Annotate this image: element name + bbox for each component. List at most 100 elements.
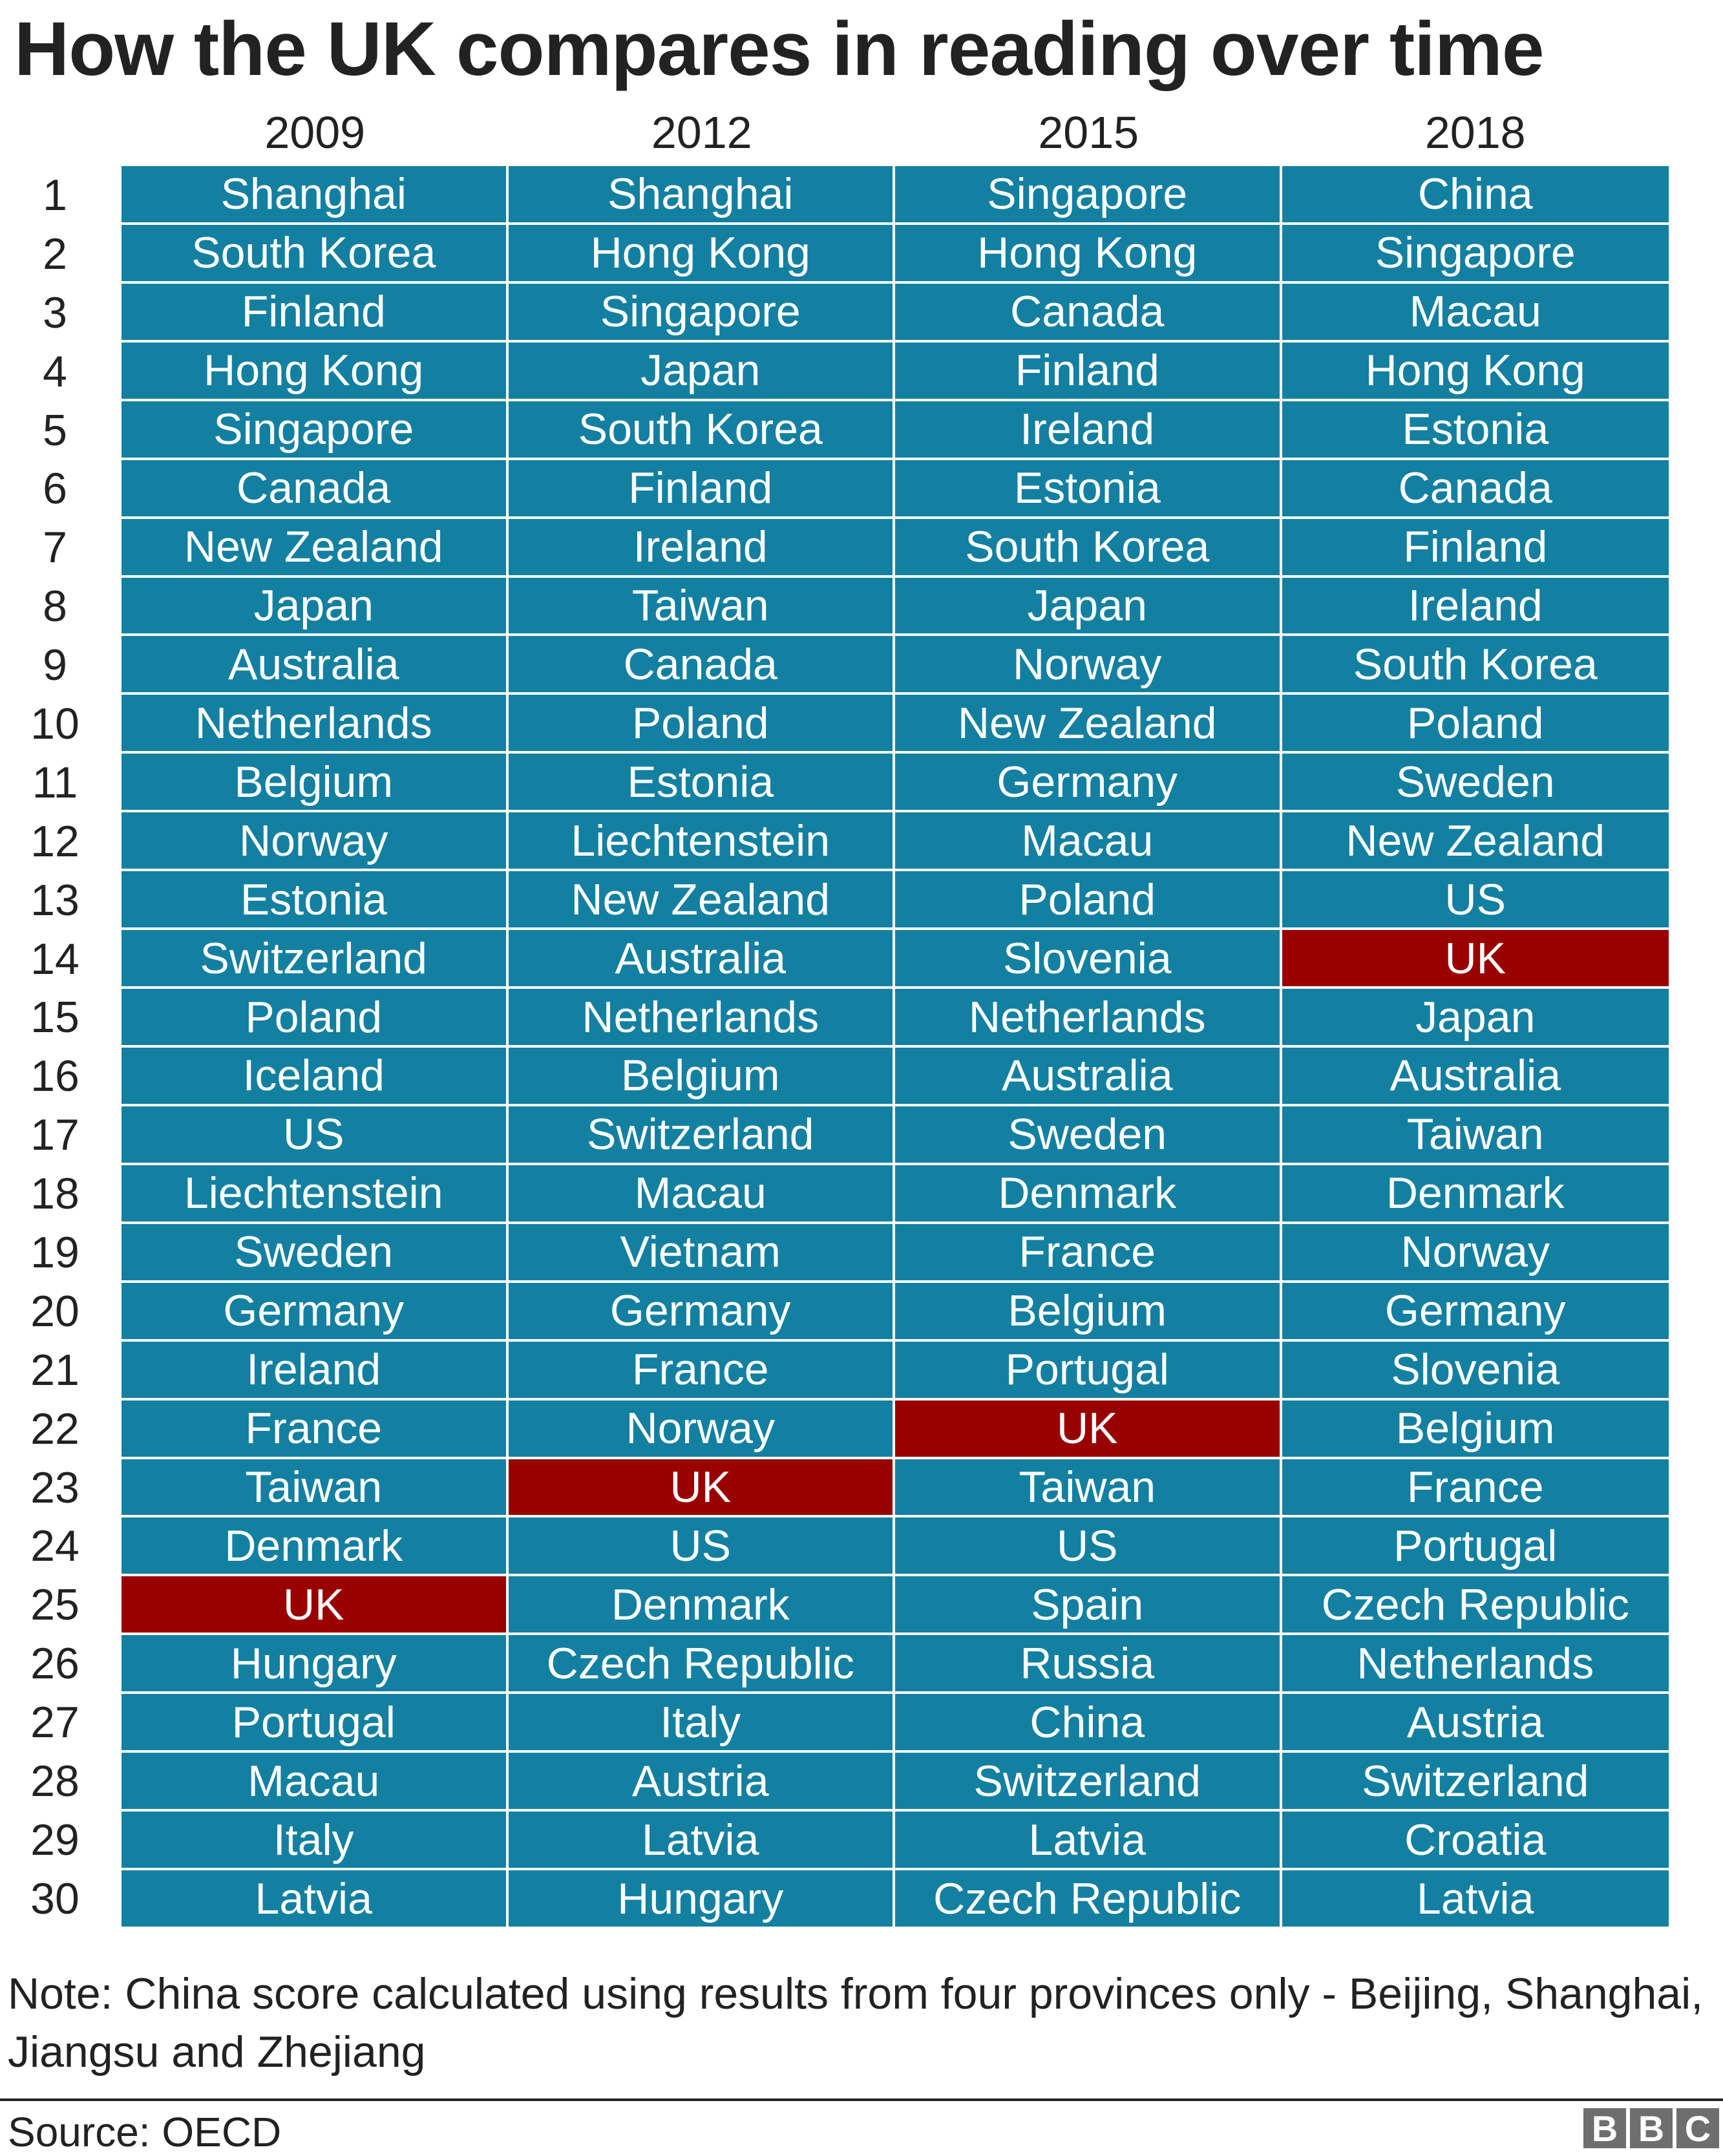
country-cell: Sweden xyxy=(122,1223,509,1283)
country-cell: Singapore xyxy=(508,283,895,343)
country-cell: US xyxy=(1282,871,1669,931)
country-cell: New Zealand xyxy=(895,695,1282,754)
rank-label: 25 xyxy=(30,1580,79,1630)
country-cell: Singapore xyxy=(1282,224,1669,284)
country-cell: France xyxy=(1282,1459,1669,1518)
rank-labels: 1 2 3 4 5 6 7 8 9 10 11 12 13 14 15 16 17 18 19 20 21 22 23 24 2… xyxy=(0,166,110,1929)
country-cell: Singapore xyxy=(895,166,1282,225)
country-cell: China xyxy=(1282,166,1669,225)
country-cell: Russia xyxy=(895,1635,1282,1695)
country-cell: China xyxy=(895,1694,1282,1753)
highlight-cell: UK xyxy=(895,1400,1282,1459)
country-cell: South Korea xyxy=(122,224,509,284)
country-cell: Ireland xyxy=(508,518,895,578)
country-cell: Slovenia xyxy=(1282,1341,1669,1400)
country-cell: Czech Republic xyxy=(1282,1576,1669,1636)
country-cell: Denmark xyxy=(122,1517,509,1577)
country-cell: Sweden xyxy=(895,1106,1282,1165)
country-cell: Croatia xyxy=(1282,1812,1669,1871)
country-cell: Switzerland xyxy=(1282,1753,1669,1812)
bbc-logo: B B C xyxy=(1583,2108,1719,2149)
rank-label: 3 xyxy=(43,288,67,337)
rank-label: 1 xyxy=(43,171,67,220)
country-cell: Finland xyxy=(895,342,1282,401)
rank-label: 26 xyxy=(30,1639,79,1689)
country-cell: Denmark xyxy=(508,1576,895,1636)
country-cell: Shanghai xyxy=(508,166,895,225)
country-cell: Japan xyxy=(508,342,895,401)
rank-label: 13 xyxy=(30,875,79,925)
country-cell: Netherlands xyxy=(895,989,1282,1048)
footnote: Note: China score calculated using resul… xyxy=(8,1969,1704,2077)
country-cell: South Korea xyxy=(895,518,1282,578)
country-cell: New Zealand xyxy=(508,871,895,931)
country-cell: Canada xyxy=(122,460,509,519)
country-cell: US xyxy=(895,1517,1282,1577)
country-cell: Netherlands xyxy=(122,695,509,754)
country-cell: Czech Republic xyxy=(508,1635,895,1695)
country-cell: Poland xyxy=(895,871,1282,931)
year-header: 2015 xyxy=(1038,107,1139,158)
country-cell: South Korea xyxy=(1282,636,1669,695)
rank-label: 18 xyxy=(30,1169,79,1219)
logo-letter: B xyxy=(1583,2108,1626,2149)
country-cell: Denmark xyxy=(1282,1165,1669,1224)
country-cell: Estonia xyxy=(122,871,509,931)
country-cell: Estonia xyxy=(1282,401,1669,460)
country-cell: Hungary xyxy=(122,1635,509,1695)
country-cell: Switzerland xyxy=(895,1753,1282,1812)
country-cell: Latvia xyxy=(1282,1870,1669,1929)
country-cell: Belgium xyxy=(1282,1400,1669,1459)
country-cell: Italy xyxy=(122,1812,509,1871)
country-cell: Australia xyxy=(895,1048,1282,1106)
country-cell: Belgium xyxy=(122,754,509,813)
rank-label: 21 xyxy=(30,1345,79,1395)
highlight-cell: UK xyxy=(1282,930,1669,989)
rank-label: 23 xyxy=(30,1463,79,1512)
country-cell: Finland xyxy=(508,460,895,519)
country-cell: Switzerland xyxy=(122,930,509,989)
country-cell: Canada xyxy=(1282,460,1669,519)
country-cell: Netherlands xyxy=(508,989,895,1048)
country-cell: US xyxy=(122,1106,509,1165)
country-cell: Latvia xyxy=(122,1870,509,1929)
country-cell: Switzerland xyxy=(508,1106,895,1165)
rank-label: 16 xyxy=(30,1052,79,1101)
country-cell: Belgium xyxy=(508,1048,895,1106)
country-cell: Liechtenstein xyxy=(122,1165,509,1224)
country-cell: Australia xyxy=(508,930,895,989)
country-cell: Taiwan xyxy=(895,1459,1282,1518)
rank-label: 14 xyxy=(30,934,79,984)
country-cell: Hong Kong xyxy=(1282,342,1669,401)
country-cell: Taiwan xyxy=(1282,1106,1669,1165)
country-cell: Portugal xyxy=(1282,1517,1669,1577)
country-cell: Austria xyxy=(508,1753,895,1812)
rank-label: 22 xyxy=(30,1404,79,1453)
country-cell: Belgium xyxy=(895,1282,1282,1342)
chart-title: How the UK compares in reading over time xyxy=(14,6,1544,92)
rank-label: 11 xyxy=(32,757,78,807)
country-cell: Austria xyxy=(1282,1694,1669,1753)
country-cell: Slovenia xyxy=(895,930,1282,989)
country-cell: Finland xyxy=(1282,518,1669,578)
rank-label: 19 xyxy=(30,1228,79,1278)
country-cell: Latvia xyxy=(508,1812,895,1871)
country-cell: Poland xyxy=(122,989,509,1048)
country-cell: Macau xyxy=(1282,283,1669,343)
country-cell: Poland xyxy=(1282,695,1669,754)
country-cell: Portugal xyxy=(122,1694,509,1753)
rank-label: 8 xyxy=(43,582,67,631)
highlight-cell: UK xyxy=(508,1459,895,1518)
source-label: Source: OECD xyxy=(8,2109,282,2155)
rank-label: 6 xyxy=(43,464,67,514)
country-cell: France xyxy=(895,1223,1282,1283)
country-cell: Canada xyxy=(895,283,1282,343)
country-cell: Estonia xyxy=(895,460,1282,519)
country-cell: Canada xyxy=(508,636,895,695)
rank-label: 28 xyxy=(30,1757,79,1806)
country-cell: Shanghai xyxy=(122,166,509,225)
country-cell: Hong Kong xyxy=(122,342,509,401)
country-cell: France xyxy=(122,1400,509,1459)
country-cell: Hong Kong xyxy=(508,224,895,284)
rank-label: 20 xyxy=(30,1286,79,1336)
